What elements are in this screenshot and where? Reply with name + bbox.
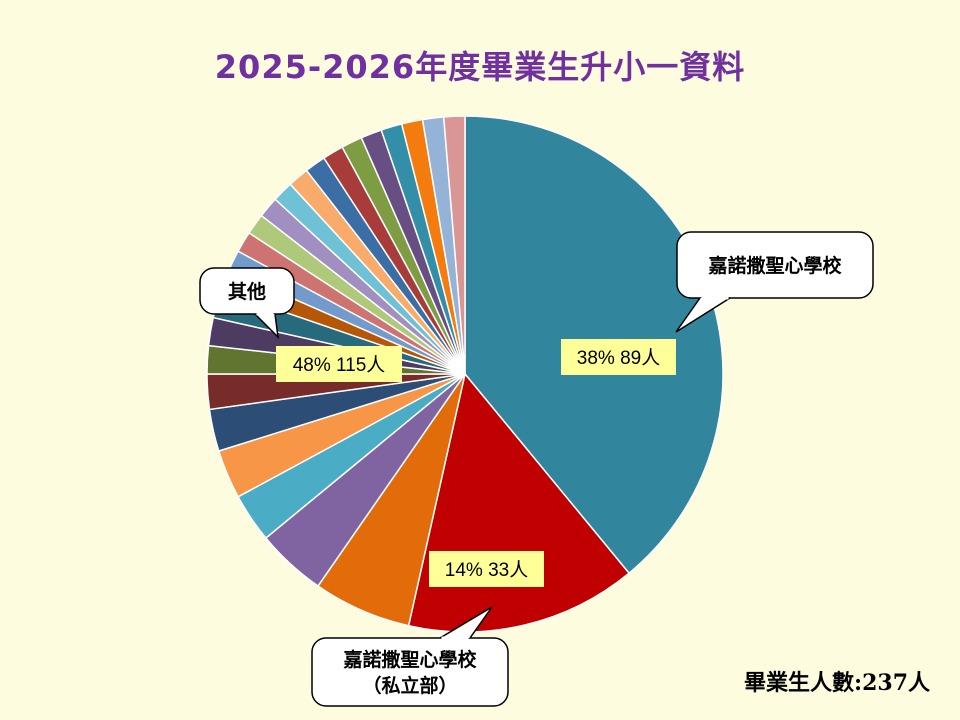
callout-0-line-0: 嘉諾撒聖心學校 <box>707 254 842 277</box>
callout-2: 其他 <box>199 267 295 340</box>
data-label-1: 14% 33人 <box>429 551 544 587</box>
data-label-2: 48% 115人 <box>276 346 402 382</box>
pie-slice-25 <box>442 115 466 375</box>
chart-title: 2025-2026年度畢業生升小一資料 <box>214 48 746 86</box>
callout-1-line-1: （私立部） <box>362 674 457 697</box>
callout-1-line-0: 嘉諾撒聖心學校 <box>342 648 477 671</box>
data-label-0-text: 38% 89人 <box>577 347 660 369</box>
total-graduates-label: 畢業生人數:237人 <box>743 670 930 696</box>
callout-2-line-0: 其他 <box>228 280 266 303</box>
callout-0: 嘉諾撒聖心學校 <box>675 231 874 333</box>
data-label-2-text: 48% 115人 <box>293 354 386 376</box>
data-label-1-text: 14% 33人 <box>445 559 528 581</box>
data-label-0: 38% 89人 <box>561 339 676 375</box>
callout-1: 嘉諾撒聖心學校 （私立部） <box>311 606 509 707</box>
